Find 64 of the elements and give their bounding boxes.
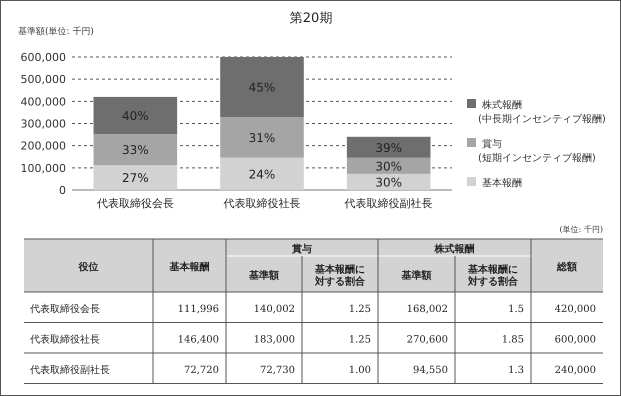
bar [346, 174, 430, 190]
chart-title: 第20期 [290, 11, 332, 26]
text: 183,000 [254, 334, 295, 346]
annotation: 30% [375, 159, 402, 174]
x-tick-label: 代表取締役社長 [222, 197, 300, 210]
text: 代表取締役社長 [29, 333, 100, 346]
annotation: 40% [122, 109, 149, 124]
y-tick-label: 0 [59, 184, 66, 197]
text: 基本報酬 [168, 261, 210, 273]
text: (単位: 千円) [560, 225, 603, 234]
annotation: 45% [248, 80, 276, 94]
text: 基本報酬に対する割合 [467, 264, 519, 288]
annotation: 39% [375, 140, 402, 155]
text: 1.00 [348, 364, 371, 376]
bar [346, 136, 430, 158]
text: 基準額 [248, 270, 279, 282]
text: 72,730 [260, 364, 295, 376]
y-tick-label: 400,000 [20, 95, 66, 108]
text: 株式報酬 [434, 243, 474, 255]
annotation: 33% [122, 143, 149, 158]
y-tick-label: 500,000 [20, 73, 66, 86]
y-tick-label: 100,000 [20, 162, 66, 175]
annotation: 31% [248, 130, 276, 145]
text: 1.85 [502, 334, 524, 346]
text: 168,002 [406, 304, 448, 315]
text: 役位 [78, 261, 98, 273]
text: 1.3 [508, 364, 524, 376]
bar [220, 158, 304, 190]
text: 270,600 [406, 334, 448, 346]
bar [220, 57, 304, 117]
x-tick-label: 代表取締役会長 [96, 197, 174, 210]
legend-label: 株式報酬 (中長期インセンティブ報酬) [478, 99, 606, 125]
text: 基本報酬に対する割合 [314, 264, 366, 288]
bar [220, 116, 304, 158]
annotation: 24% [248, 167, 276, 182]
legend-label: 賞与 (短期インセンティブ報酬) [478, 138, 596, 164]
bar [94, 134, 178, 166]
text: 総額 [556, 261, 577, 273]
text: 1.5 [508, 304, 524, 315]
text: 1.25 [348, 304, 371, 315]
text: 賞与 [292, 243, 312, 255]
text: 1.25 [348, 334, 371, 346]
annotation: 27% [122, 171, 149, 186]
text: 140,002 [254, 304, 295, 315]
annotation: 30% [375, 175, 402, 190]
text: 94,550 [413, 364, 448, 376]
text: 代表取締役会長 [29, 302, 100, 315]
text: 420,000 [554, 304, 596, 315]
text: 146,400 [178, 334, 219, 346]
y-axis-title: 基準額(単位: 千円) [18, 26, 94, 37]
bar [94, 165, 178, 190]
bar [346, 158, 430, 174]
y-tick-label: 600,000 [20, 51, 66, 64]
text: 111,996 [178, 304, 219, 315]
y-tick-label: 300,000 [20, 118, 66, 130]
x-tick-label: 代表取締役副社長 [344, 197, 433, 210]
bar [94, 96, 178, 134]
text: 代表取締役副社長 [29, 364, 110, 376]
text: 基準額 [400, 270, 432, 282]
y-tick-label: 200,000 [20, 140, 66, 153]
legend-label: 基本報酬 [482, 177, 522, 189]
text: 72,720 [184, 364, 219, 376]
text: 600,000 [554, 334, 596, 346]
text: 240,000 [554, 364, 596, 376]
